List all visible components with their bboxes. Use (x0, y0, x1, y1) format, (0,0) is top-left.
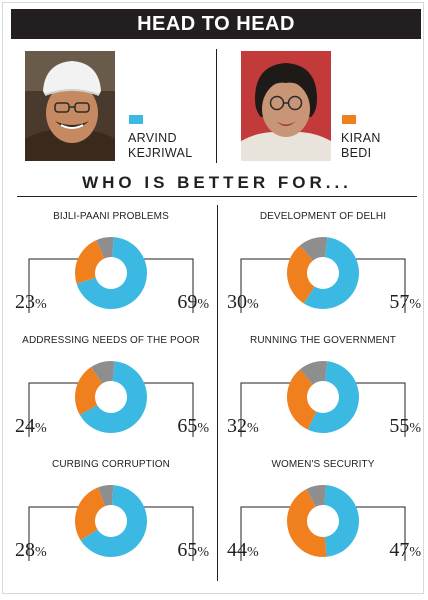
bedi-name-line1: KIRAN (341, 131, 381, 145)
others-slice (91, 361, 115, 384)
kejriwal-slice (307, 361, 360, 433)
kejriwal-percent: 65% (177, 415, 209, 437)
bedi-slice (75, 367, 103, 416)
kejriwal-slice (303, 237, 359, 309)
kejriwal-slice (80, 485, 147, 557)
bedi-color-swatch (342, 115, 356, 124)
kejriwal-photo (25, 51, 115, 161)
question-heading: WHO IS BETTER FOR... (82, 173, 352, 192)
kejriwal-percent-value: 69 (177, 291, 198, 313)
donut-chart-needs-of-poor (28, 361, 194, 437)
chart-title: ADDRESSING NEEDS OF THE POOR (22, 335, 200, 346)
bedi-photo (241, 51, 331, 161)
bedi-leader-line (28, 506, 79, 561)
panel-womens-security: WOMEN'S SECURITY 44% 47% (227, 459, 421, 579)
bedi-leader-line (28, 382, 79, 437)
others-slice (96, 237, 114, 259)
kejriwal-name: ARVIND KEJRIWAL (128, 131, 192, 161)
bedi-leader-line (28, 258, 79, 313)
kejriwal-percent: 65% (177, 539, 209, 561)
bedi-percent: 23% (15, 291, 47, 313)
others-slice (306, 485, 327, 507)
panel-running-government: RUNNING THE GOVERNMENT 32% 55% (227, 335, 421, 455)
kejriwal-leader-line (143, 258, 194, 313)
kejriwal-percent-value: 57 (389, 291, 410, 313)
chart-title: RUNNING THE GOVERNMENT (250, 335, 396, 346)
kejriwal-slice (79, 361, 147, 433)
bedi-slice (287, 489, 327, 557)
chart-title: CURBING CORRUPTION (52, 459, 170, 470)
main-divider (217, 205, 218, 581)
bedi-leader-line (240, 258, 291, 313)
donut-chart-development-of-delhi (240, 237, 406, 313)
bedi-percent-value: 28 (15, 539, 35, 561)
kejriwal-slice (324, 485, 359, 557)
kejriwal-percent-value: 55 (389, 415, 410, 437)
bedi-percent: 28% (15, 539, 47, 561)
kejriwal-leader-line (143, 382, 194, 437)
kejriwal-percent-value: 65 (177, 415, 198, 437)
others-slice (299, 361, 328, 385)
bedi-leader-line (240, 506, 291, 561)
chart-title: DEVELOPMENT OF DELHI (259, 211, 387, 222)
bedi-percent: 32% (227, 415, 259, 437)
bedi-slice (287, 369, 317, 430)
others-slice (299, 237, 328, 261)
others-slice (97, 485, 114, 507)
kejriwal-name-line2: KEJRIWAL (128, 146, 193, 160)
donut-chart-running-government (240, 361, 406, 437)
bedi-slice (75, 240, 105, 284)
chart-title: BIJLI-PAANI PROBLEMS (53, 211, 169, 222)
bedi-percent: 24% (15, 415, 47, 437)
kejriwal-percent-value: 47 (389, 539, 410, 561)
bedi-name-line2: BEDI (341, 146, 372, 160)
bedi-percent: 44% (227, 539, 259, 561)
bedi-percent-value: 24 (15, 415, 35, 437)
bedi-percent-value: 30 (227, 291, 247, 313)
donut-chart-bijli-paani (28, 237, 194, 313)
top-divider (216, 49, 217, 163)
kejriwal-leader-line (355, 258, 406, 313)
bedi-percent-value: 44 (227, 539, 247, 561)
panel-development-of-delhi: DEVELOPMENT OF DELHI 30% 57% (227, 211, 421, 331)
infographic-frame: HEAD TO HEAD ARVIND KEJRIWAL (2, 2, 424, 594)
kejriwal-leader-line (355, 382, 406, 437)
kejriwal-color-swatch (129, 115, 143, 124)
question-underline (17, 196, 417, 197)
bedi-slice (287, 245, 315, 304)
bedi-leader-line (240, 382, 291, 437)
donut-chart-womens-security (240, 485, 406, 561)
kejriwal-name-line1: ARVIND (128, 131, 177, 145)
kejriwal-percent: 55% (389, 415, 421, 437)
kejriwal-percent: 57% (389, 291, 421, 313)
bedi-percent-value: 23 (15, 291, 35, 313)
panel-needs-of-poor: ADDRESSING NEEDS OF THE POOR 24% 65% (15, 335, 209, 455)
panel-bijli-paani: BIJLI-PAANI PROBLEMS 23% 69% (15, 211, 209, 331)
panel-curbing-corruption: CURBING CORRUPTION 28% 65% (15, 459, 209, 579)
bedi-slice (75, 487, 106, 541)
bedi-percent-value: 32 (227, 415, 247, 437)
kejriwal-leader-line (355, 506, 406, 561)
bedi-name: KIRAN BEDI (341, 131, 381, 161)
kejriwal-leader-line (143, 506, 194, 561)
page-title: HEAD TO HEAD (137, 12, 295, 35)
header-bar: HEAD TO HEAD (11, 9, 421, 39)
kejriwal-slice (76, 237, 147, 309)
kejriwal-percent: 69% (177, 291, 209, 313)
bedi-percent: 30% (227, 291, 259, 313)
kejriwal-percent: 47% (389, 539, 421, 561)
chart-title: WOMEN'S SECURITY (271, 459, 375, 470)
kejriwal-percent-value: 65 (177, 539, 198, 561)
donut-chart-curbing-corruption (28, 485, 194, 561)
